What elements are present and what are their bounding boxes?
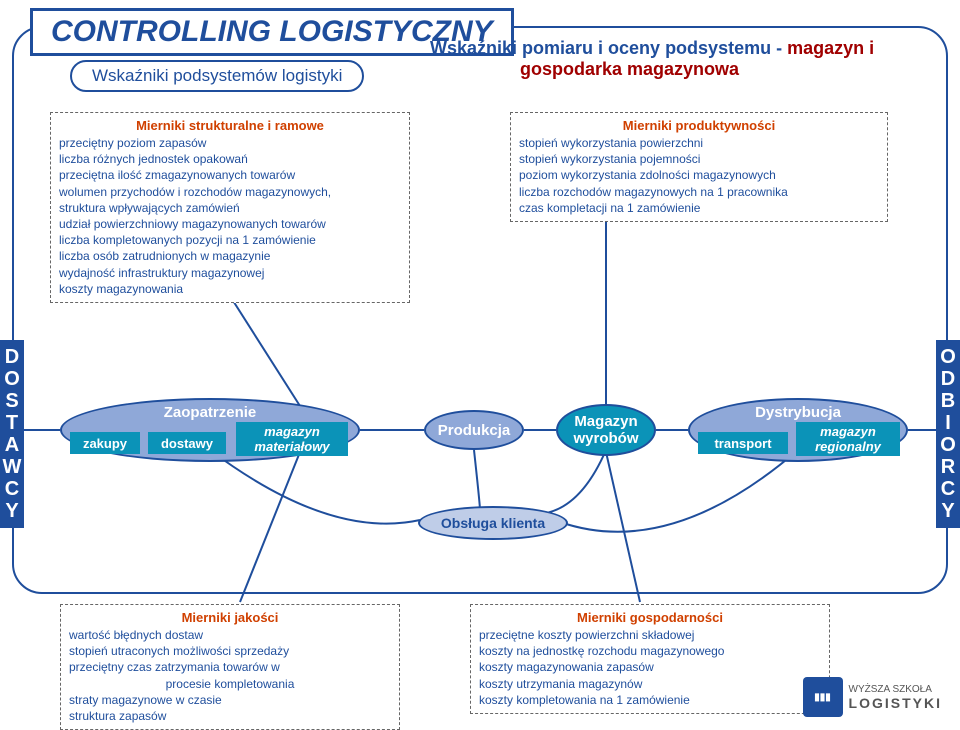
box-mierniki-gospodarnosci: Mierniki gospodarności przeciętne koszty … [470,604,830,714]
subtitle: Wskaźniki podsystemów logistyki [70,60,364,92]
box-line: przeciętny czas zatrzymania towarów w [69,659,391,675]
box-line: liczba kompletowanych pozycji na 1 zamów… [59,232,401,248]
box-title: Mierniki strukturalne i ramowe [59,118,401,133]
oval-obsluga-klienta: Obsługa klienta [418,506,568,540]
box-line: liczba różnych jednostek opakowań [59,151,401,167]
label-zaopatrzenie: Zaopatrzenie [164,404,257,421]
label-magazyn-reg2: regionalny [815,439,881,454]
label-dystrybucja: Dystrybucja [755,404,841,421]
box-line: przeciętna ilość zmagazynowanych towarów [59,167,401,183]
rect-dostawy: dostawy [148,432,226,454]
box-line: koszty kompletowania na 1 zamówienie [479,692,821,708]
logo-top: WYŻSZA SZKOŁA [849,684,942,695]
box-line: struktura zapasów [69,708,391,724]
label-magazyn-reg1: magazyn [820,424,876,439]
box-line: liczba rozchodów magazynowych na 1 praco… [519,184,879,200]
box-title: Mierniki produktywności [519,118,879,133]
rect-magazyn-regionalny: magazyn regionalny [796,422,900,456]
box-line: udział powierzchniowy magazynowanych tow… [59,216,401,232]
box-line: wydajność infrastruktury magazynowej [59,265,401,281]
box-line: czas kompletacji na 1 zamówienie [519,200,879,216]
box-line: liczba osób zatrudnionych w magazynie [59,248,401,264]
box-title: Mierniki gospodarności [479,610,821,625]
oval-magazyn-wyrobow: Magazyn wyrobów [556,404,656,456]
rect-transport: transport [698,432,788,454]
label-magazyn-mat1: magazyn [264,424,320,439]
box-line: straty magazynowe w czasie [69,692,391,708]
rect-magazyn-materialowy: magazyn materiałowy [236,422,348,456]
logo-text: WYŻSZA SZKOŁA LOGISTYKI [849,684,942,711]
box-line: stopień utraconych możliwości sprzedaży [69,643,391,659]
box-line: koszty magazynowania zapasów [479,659,821,675]
box-line: koszty na jednostkę rozchodu magazynoweg… [479,643,821,659]
header-part2: magazyn i [787,38,874,58]
sidebar-dostawcy: DOSTAWCY [0,340,24,528]
box-line: koszty utrzymania magazynów [479,676,821,692]
box-line: struktura wpływających zamówień [59,200,401,216]
box-line: stopień wykorzystania pojemności [519,151,879,167]
box-mierniki-jakosci: Mierniki jakościwartość błędnych dostaws… [60,604,400,730]
logo-icon: ▮▮▮ [803,677,843,717]
box-line: procesie kompletowania [69,676,391,692]
box-line: wolumen przychodów i rozchodów magazynow… [59,184,401,200]
box-mierniki-strukturalne: Mierniki strukturalne i ramowe przeciętny… [50,112,410,303]
box-line: stopień wykorzystania powierzchni [519,135,879,151]
header-part3: gospodarka magazynowa [520,59,930,80]
header-subsystem: Wskaźniki pomiaru i oceny podsystemu - m… [430,38,930,80]
box-line: przeciętny poziom zapasów [59,135,401,151]
box-line: poziom wykorzystania zdolności magazynow… [519,167,879,183]
rect-zakupy: zakupy [70,432,140,454]
box-line: wartość błędnych dostaw [69,627,391,643]
logo: ▮▮▮ WYŻSZA SZKOŁA LOGISTYKI [803,677,942,717]
header-part1: Wskaźniki pomiaru i oceny podsystemu - [430,38,782,58]
box-line: koszty magazynowania [59,281,401,297]
label-magazyn-mat2: materiałowy [254,439,329,454]
label-magazyn-wyr2: wyrobów [573,430,638,447]
logo-bottom: LOGISTYKI [849,695,942,711]
box-line: przeciętne koszty powierzchni składowej [479,627,821,643]
box-mierniki-produktywnosci: Mierniki produktywności stopień wykorzyst… [510,112,888,222]
label-magazyn-wyr1: Magazyn [574,413,637,430]
sidebar-odbiorcy: ODBIORCY [936,340,960,528]
oval-produkcja: Produkcja [424,410,524,450]
box-title: Mierniki jakości [69,610,391,625]
